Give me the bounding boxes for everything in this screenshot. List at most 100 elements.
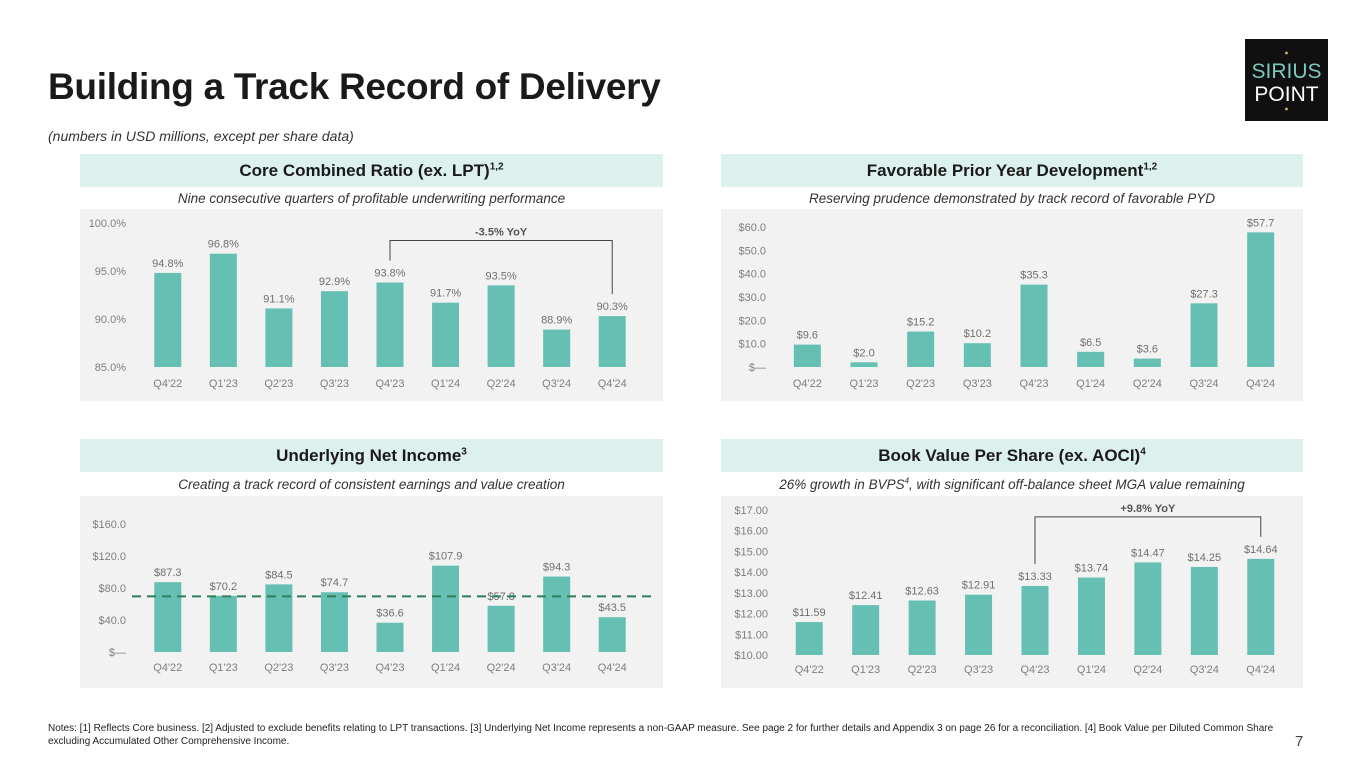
data-label: $15.2	[907, 317, 935, 329]
data-label: $57.7	[1247, 217, 1275, 229]
x-tick-label: Q3'24	[1190, 664, 1219, 676]
data-label: $2.0	[853, 347, 874, 359]
data-label: $87.3	[154, 567, 182, 579]
footnote-ref: 1,2	[489, 161, 504, 173]
data-label: 91.7%	[430, 288, 461, 300]
data-label: 91.1%	[263, 293, 294, 305]
yoy-bracket	[389, 240, 613, 295]
bar	[1021, 586, 1049, 655]
data-label: $3.6	[1137, 344, 1158, 356]
x-tick-label: Q1'24	[1077, 664, 1106, 676]
page-number: 7	[1295, 733, 1304, 750]
y-tick-label: 100.0%	[89, 218, 127, 230]
x-tick-label: Q2'23	[264, 662, 293, 674]
bar	[265, 308, 293, 367]
y-tick-label: $10.00	[734, 650, 768, 662]
bar	[1133, 358, 1161, 367]
x-tick-label: Q2'24	[487, 378, 516, 390]
panel-core-combined-ratio-header: Core Combined Ratio (ex. LPT)1,2	[80, 154, 663, 187]
siriuspoint-logo: SIRIUS POINT	[1245, 39, 1328, 121]
y-tick-label: $—	[109, 647, 126, 659]
bar	[965, 594, 993, 655]
y-tick-label: $11.00	[735, 629, 768, 641]
bar	[852, 605, 880, 655]
panel-prior-year-development-subtitle: Reserving prudence demonstrated by track…	[809, 191, 1215, 206]
data-label: $14.47	[1131, 547, 1165, 559]
x-tick-label: Q2'24	[1133, 664, 1162, 676]
yoy-annotation: -3.5% YoY	[475, 227, 528, 239]
panel-core-combined-ratio-subtitle: Nine consecutive quarters of profitable …	[177, 191, 566, 206]
logo-star-bottom	[1285, 107, 1288, 111]
data-label: $12.91	[962, 580, 996, 592]
logo-word-point: POINT	[1254, 83, 1318, 106]
bar	[154, 272, 182, 367]
y-tick-label: $30.0	[738, 292, 766, 304]
y-tick-label: $40.0	[98, 615, 126, 627]
panel-title: Core Combined Ratio (ex. LPT)	[239, 161, 490, 180]
x-tick-label: Q1'24	[431, 378, 460, 390]
chart-core-combined-ratio: 85.0% 90.0% 95.0% 100.0% 94.8% Q4'22 96.8% Q1'2…	[80, 209, 663, 401]
bar	[1134, 562, 1162, 655]
logo-mark: SIRIUS POINT	[1251, 51, 1322, 111]
page-title: Building a Track Record of Delivery	[48, 66, 661, 107]
panel-title: Underlying Net Income	[276, 446, 462, 465]
data-label: $107.9	[429, 551, 463, 563]
x-tick-label: Q2'23	[908, 664, 937, 676]
y-tick-label: $40.0	[738, 269, 766, 281]
bar	[432, 302, 460, 367]
data-label: $94.3	[543, 562, 571, 574]
data-label: 92.9%	[319, 276, 350, 288]
yoy-annotation: +9.8% YoY	[1120, 503, 1176, 515]
x-tick-label: Q4'23	[1020, 664, 1049, 676]
bar	[1190, 566, 1218, 655]
panel-title: Favorable Prior Year Development	[866, 161, 1144, 180]
logo-star-top	[1285, 51, 1288, 55]
bar	[1077, 577, 1105, 655]
chart-underlying-net-income: $— $40.0 $80.0 $120.0 $160.0 $87.3 Q4'22 $70.2 Q…	[80, 496, 663, 688]
data-label: 96.8%	[208, 239, 239, 251]
x-tick-label: Q4'22	[153, 662, 182, 674]
y-tick-label: $17.00	[734, 505, 768, 517]
bar	[1247, 232, 1275, 367]
bar	[850, 362, 878, 367]
data-label: $36.6	[376, 608, 404, 620]
bar	[432, 565, 460, 652]
y-tick-label: $15.00	[734, 546, 768, 558]
panel-underlying-net-income-subtitle: Creating a track record of consistent ea…	[178, 477, 565, 492]
bar	[1247, 558, 1275, 655]
x-tick-label: Q2'24	[487, 662, 516, 674]
data-label: $12.63	[905, 586, 939, 598]
x-tick-label: Q4'23	[375, 378, 404, 390]
x-tick-label: Q4'22	[795, 664, 824, 676]
x-tick-label: Q3'23	[320, 378, 349, 390]
yoy-bracket	[1034, 516, 1262, 565]
bar	[543, 576, 571, 652]
x-tick-label: Q1'23	[209, 378, 238, 390]
data-label: $12.41	[849, 590, 883, 602]
y-tick-label: $—	[749, 362, 766, 374]
bar	[1190, 303, 1218, 367]
x-tick-label: Q1'23	[849, 378, 878, 390]
panel-prior-year-development-header: Favorable Prior Year Development1,2	[721, 154, 1303, 187]
chart-book-value-per-share: $10.00 $11.00 $12.00 $13.00 $14.00 $15.00 $16.…	[721, 496, 1303, 688]
data-label: $70.2	[210, 581, 238, 593]
bar	[1020, 284, 1048, 367]
y-tick-label: $160.0	[92, 519, 126, 531]
data-label: $35.3	[1020, 270, 1048, 282]
x-tick-label: Q4'22	[793, 378, 822, 390]
bar	[487, 285, 515, 367]
x-tick-label: Q4'24	[598, 662, 627, 674]
data-label: $84.5	[265, 569, 293, 581]
x-tick-label: Q3'23	[964, 664, 993, 676]
bar	[543, 329, 571, 367]
x-tick-label: Q4'22	[153, 378, 182, 390]
x-tick-label: Q3'24	[542, 378, 571, 390]
chart-prior-year-development: $— $10.0 $20.0 $30.0 $40.0 $50.0 $60.0 $9.6 Q4'2…	[721, 209, 1303, 401]
data-label: 93.8%	[374, 268, 405, 280]
data-label: $10.2	[964, 328, 992, 340]
data-label: $27.3	[1190, 288, 1218, 300]
footnotes: Notes: [1] Reflects Core business. [2] A…	[48, 723, 1274, 747]
y-tick-label: $120.0	[92, 551, 126, 563]
x-tick-label: Q4'24	[598, 378, 627, 390]
subtitle-text-rest: , with significant off-balance sheet MGA…	[909, 477, 1245, 492]
